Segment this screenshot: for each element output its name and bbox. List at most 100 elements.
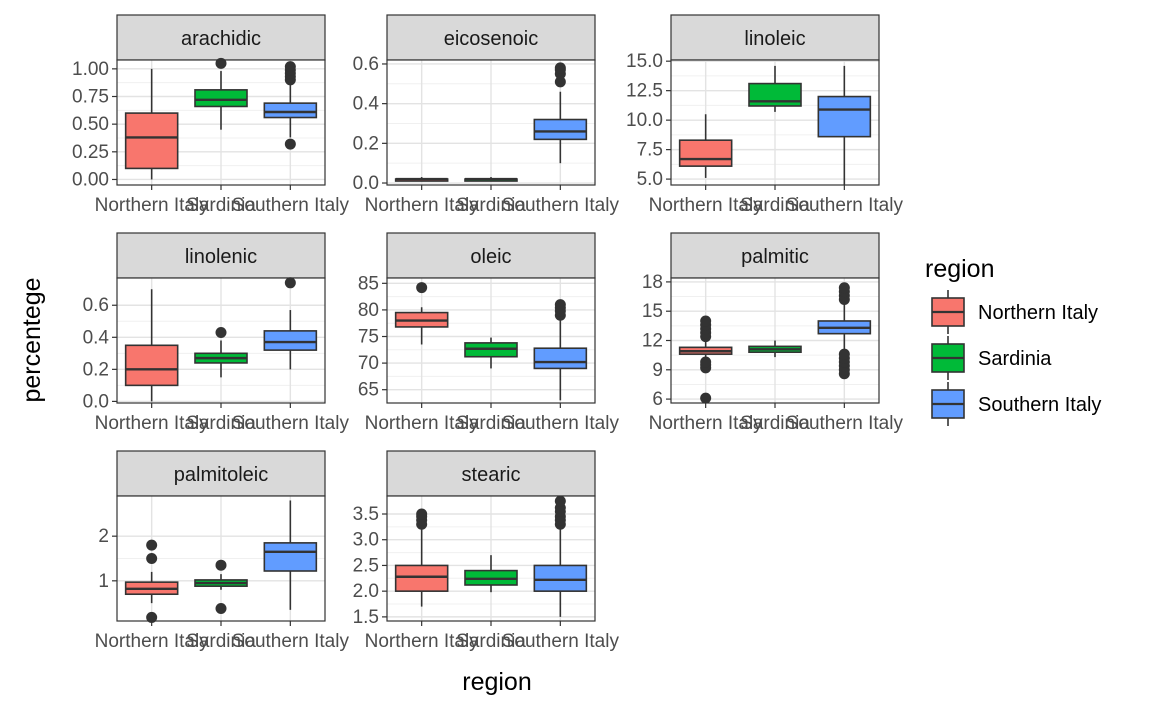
iqr-box (533, 564, 588, 592)
outlier-point (284, 277, 296, 289)
y-tick-label: 0.6 (83, 295, 109, 316)
x-tick-label: Northern Italy (365, 413, 480, 434)
y-tick-label: 18 (642, 272, 663, 293)
box-sardinia (194, 559, 248, 614)
outlier-point (146, 539, 158, 551)
facet-strip (116, 450, 326, 497)
y-tick-label: 2.5 (353, 555, 379, 576)
y-tick-label: 0.4 (353, 94, 380, 115)
facet-strip-label: eicosenoic (444, 28, 539, 50)
y-tick-label: 15.0 (626, 51, 663, 72)
box-southern-italy (263, 61, 318, 150)
y-tick-label: 80 (358, 300, 379, 321)
y-tick-label: 0.0 (83, 391, 109, 412)
facet-strip (670, 14, 880, 61)
x-tick-label: Northern Italy (365, 195, 480, 216)
outlier-point (554, 299, 566, 311)
box-northern-italy (678, 315, 733, 404)
x-tick-label: Sardinia (740, 413, 810, 434)
x-tick-label: Southern Italy (232, 195, 350, 216)
y-tick-label: 12.5 (626, 81, 663, 102)
panel-border (670, 277, 880, 404)
legend-title: region (925, 255, 995, 283)
legend-label: Southern Italy (978, 394, 1101, 416)
x-tick-label: Sardinia (186, 413, 256, 434)
box-southern-italy (533, 495, 588, 617)
facet-panel-palmitic: palmitic 6 9 12 15 18 Northern ItalySardiniaSo… (642, 232, 904, 434)
outlier-point (146, 553, 158, 564)
outlier-point (554, 62, 566, 74)
facet-strip-label: palmitic (741, 246, 809, 268)
iqr-box (748, 82, 802, 107)
box-sardinia (194, 326, 248, 378)
y-tick-label: 0.4 (83, 327, 110, 348)
x-tick-label: Sardinia (456, 413, 526, 434)
legend-entry-northern-italy: Northern Italy (931, 290, 1098, 334)
outlier-point (838, 282, 850, 294)
x-tick-label: Northern Italy (95, 195, 210, 216)
y-tick-label: 10.0 (626, 110, 663, 131)
facet-strip (386, 232, 596, 279)
x-tick-label: Sardinia (740, 195, 810, 216)
y-tick-label: 0.2 (353, 133, 379, 154)
y-tick-label: 5.0 (637, 169, 663, 190)
x-tick-label: Southern Italy (502, 631, 620, 652)
x-tick-label: Sardinia (186, 195, 256, 216)
y-tick-label: 1.00 (72, 59, 109, 80)
y-tick-label: 1.5 (353, 607, 379, 628)
x-tick-label: Northern Italy (649, 195, 764, 216)
legend-label: Northern Italy (978, 302, 1098, 324)
x-tick-label: Sardinia (456, 631, 526, 652)
x-tick-label: Southern Italy (786, 195, 904, 216)
y-tick-label: 2 (98, 526, 109, 547)
box-southern-italy (533, 62, 588, 164)
y-tick-label: 0.75 (72, 87, 109, 108)
facet-strip (386, 450, 596, 497)
outlier-point (554, 495, 566, 507)
facet-strip-label: oleic (470, 246, 511, 268)
facet-strip (116, 232, 326, 279)
iqr-box (263, 102, 318, 119)
iqr-box (817, 95, 872, 138)
y-tick-label: 0.6 (353, 54, 379, 75)
box-northern-italy (394, 177, 449, 182)
box-sardinia (464, 177, 518, 182)
outlier-point (416, 508, 428, 520)
iqr-box (124, 344, 179, 387)
facet-panel-arachidic: arachidic 0.00 0.25 0.50 0.75 1.00 Northern It… (72, 14, 350, 216)
box-sardinia (748, 340, 802, 358)
outlier-point (838, 348, 850, 360)
y-tick-label: 3.5 (353, 504, 379, 525)
panel-border (386, 277, 596, 404)
y-tick-label: 0.00 (72, 169, 109, 190)
panel-border (116, 59, 326, 186)
y-tick-label: 85 (358, 273, 379, 294)
iqr-box (533, 347, 588, 370)
outlier-point (215, 559, 227, 571)
outlier-point (700, 392, 712, 404)
panel-border (116, 277, 326, 404)
legend-entry-sardinia: Sardinia (931, 336, 1052, 380)
facet-strip-label: linolenic (185, 246, 257, 268)
outlier-point (416, 282, 428, 294)
iqr-box (263, 542, 318, 572)
box-northern-italy (124, 289, 179, 402)
x-tick-label: Southern Italy (786, 413, 904, 434)
legend-label: Sardinia (978, 348, 1052, 370)
x-tick-label: Sardinia (186, 631, 256, 652)
facet-panel-palmitoleic: palmitoleic 1 2 Northern ItalySardiniaSouth… (95, 450, 349, 652)
x-tick-label: Sardinia (456, 195, 526, 216)
outlier-point (700, 356, 712, 368)
legend: region Northern Italy Sardinia Southern It… (925, 255, 1101, 426)
box-sardinia (464, 337, 518, 369)
outlier-point (700, 315, 712, 327)
y-tick-label: 15 (642, 301, 663, 322)
iqr-box (533, 118, 588, 141)
x-tick-label: Northern Italy (365, 631, 480, 652)
box-southern-italy (263, 500, 318, 610)
facet-strip-label: stearic (462, 464, 521, 486)
facet-panel-linoleic: linoleic 5.0 7.5 10.0 12.5 15.0 Northern Italy… (626, 14, 904, 216)
outlier-point (146, 611, 158, 623)
box-sardinia (748, 65, 802, 112)
